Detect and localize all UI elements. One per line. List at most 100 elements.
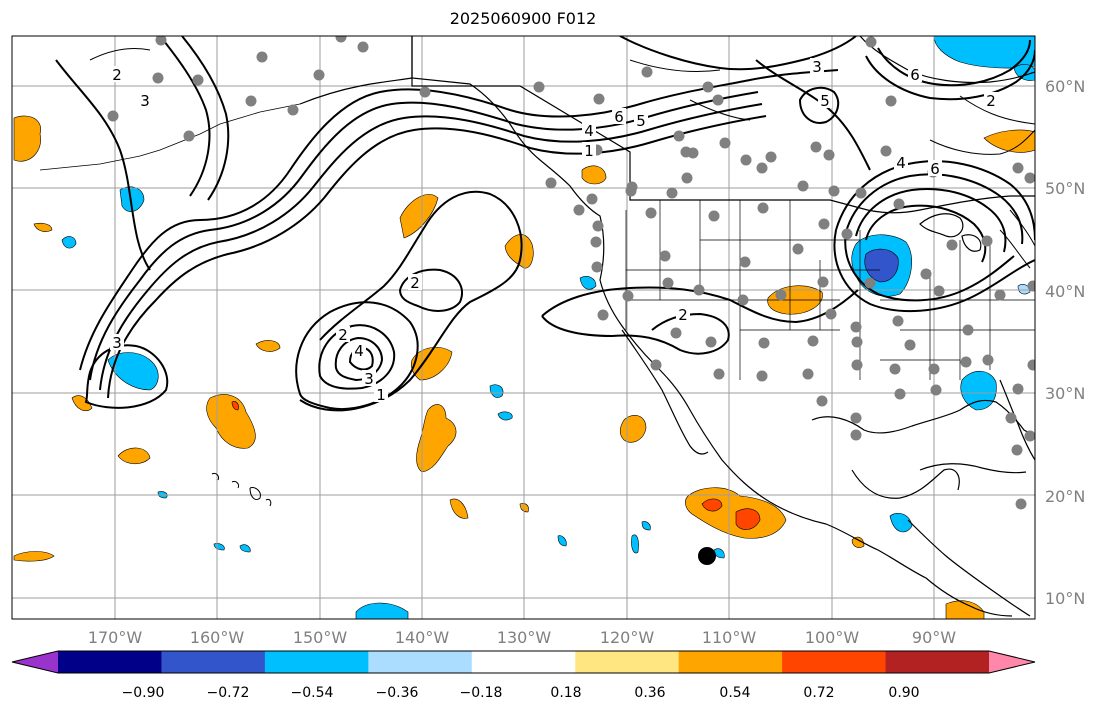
- shade-orange: [851, 536, 865, 548]
- contour-3: [99, 103, 763, 391]
- shade-darkblue: [864, 248, 899, 283]
- lat-label: 50°N: [1045, 179, 1085, 198]
- shade-orange: [449, 498, 469, 519]
- shade-lightblue: [1017, 284, 1031, 295]
- state-lines: [625, 200, 880, 380]
- contour-label: 1: [376, 386, 386, 404]
- colorbar-segment: [368, 651, 473, 673]
- map-title: 2025060900 F012: [449, 9, 597, 28]
- colorbar: [11, 650, 1036, 674]
- lat-label: 10°N: [1045, 589, 1085, 608]
- lon-label: 120°W: [600, 628, 655, 647]
- great-lakes: [919, 213, 982, 252]
- lat-label: 30°N: [1045, 384, 1085, 403]
- contour-label: 4: [896, 154, 906, 172]
- longitude-labels: 170°W 160°W 150°W 140°W 130°W 120°W 110°…: [88, 628, 956, 647]
- shade-orange: [581, 165, 607, 185]
- colorbar-labels: −0.90 −0.72 −0.54 −0.36 −0.18 0.18 0.36 …: [122, 685, 920, 701]
- colorbar-tick-label: −0.72: [207, 685, 250, 701]
- map-frame: [11, 35, 1036, 620]
- graticule: [12, 36, 1035, 619]
- contour-label: 6: [910, 66, 920, 84]
- shade-orange: [117, 447, 151, 465]
- shade-orange: [13, 115, 41, 162]
- shade-red: [735, 508, 761, 530]
- shade-orange: [983, 129, 1035, 153]
- contour-23: [865, 49, 1035, 101]
- colorbar-tick-label: 0.18: [550, 685, 581, 701]
- shade-orange: [504, 234, 534, 269]
- colorbar-segment: [58, 651, 162, 673]
- colorbar-tick-label: 0.72: [803, 685, 834, 701]
- contour-5: [84, 344, 169, 409]
- colorbar-outline: [11, 650, 1036, 674]
- contour-22: [844, 231, 1015, 302]
- shade-blue: [579, 276, 597, 290]
- contour-24: [877, 39, 1031, 87]
- latitude-labels: 60°N 50°N 40°N 30°N 20°N 10°N: [1045, 77, 1085, 608]
- contour-10: [318, 324, 396, 390]
- contour-9: [295, 301, 419, 410]
- contour-label: 2: [338, 326, 348, 344]
- contour-27: [619, 36, 857, 71]
- contour-label: 2: [410, 274, 420, 292]
- colorbar-tick-label: −0.18: [460, 685, 503, 701]
- colorbar-extend-high: [989, 651, 1035, 673]
- contour-label: 4: [354, 342, 364, 360]
- colorbar-tick-label: 0.90: [888, 685, 919, 701]
- contour-13: [299, 190, 523, 412]
- contour-label: 1: [584, 142, 594, 160]
- shaded-regions: [13, 36, 1035, 619]
- lon-label: 100°W: [805, 628, 860, 647]
- contour-8: [181, 36, 230, 201]
- gulf-mexico-coast: [811, 399, 1035, 437]
- baja-coast: [621, 329, 709, 455]
- contour-6: [55, 59, 151, 271]
- colorbar-tick-label: −0.90: [122, 685, 165, 701]
- lon-label: 110°W: [702, 628, 757, 647]
- shade-orange: [255, 340, 281, 352]
- contour-18: [845, 173, 1024, 245]
- contour-label-group: 2 3 3 2 4 3 1 2 2 4 1 6 5 3 5 6 2 4 6: [110, 58, 998, 404]
- contour-label: 3: [364, 370, 374, 388]
- contour-label: 6: [930, 160, 940, 178]
- shade-blue: [889, 513, 913, 533]
- contour-26: [755, 59, 871, 171]
- shade-blue: [557, 535, 567, 547]
- lat-label: 40°N: [1045, 282, 1085, 301]
- central-america: [907, 519, 1031, 617]
- colorbar-segment: [161, 651, 266, 673]
- shade-blue: [107, 352, 159, 391]
- contour-label: 5: [820, 92, 830, 110]
- colorbar-segment: [264, 651, 369, 673]
- colorbar-segment: [885, 651, 990, 673]
- lon-label: 160°W: [190, 628, 245, 647]
- station-dots: [107, 36, 1035, 510]
- contour-14: [398, 268, 463, 312]
- yucatan-coast: [851, 468, 960, 499]
- florida-coast: [999, 379, 1035, 461]
- contour-label: 2: [112, 66, 122, 84]
- shade-orange: [71, 395, 93, 411]
- shade-blue: [641, 521, 651, 531]
- cuba-coast: [919, 463, 1027, 474]
- alaska-coast: [411, 36, 1013, 617]
- lat-label: 60°N: [1045, 77, 1085, 96]
- storm-marker-icon: [698, 547, 716, 565]
- colorbar-segment: [471, 651, 576, 673]
- aleutian-islands: [39, 103, 301, 171]
- contour-label: 2: [986, 92, 996, 110]
- contour-4: [107, 115, 767, 399]
- shade-red: [701, 498, 723, 512]
- shade-orange: [206, 394, 256, 449]
- contour-25: [798, 86, 840, 124]
- colorbar-segment: [782, 651, 887, 673]
- contour-label: 2: [678, 306, 688, 324]
- colorbar-segment: [575, 651, 680, 673]
- contour-21: [833, 229, 1035, 313]
- contour-label: 3: [112, 334, 122, 352]
- contour-11: [334, 336, 384, 382]
- colorbar-tick-label: −0.54: [291, 685, 334, 701]
- colorbar-tick-label: 0.36: [634, 685, 665, 701]
